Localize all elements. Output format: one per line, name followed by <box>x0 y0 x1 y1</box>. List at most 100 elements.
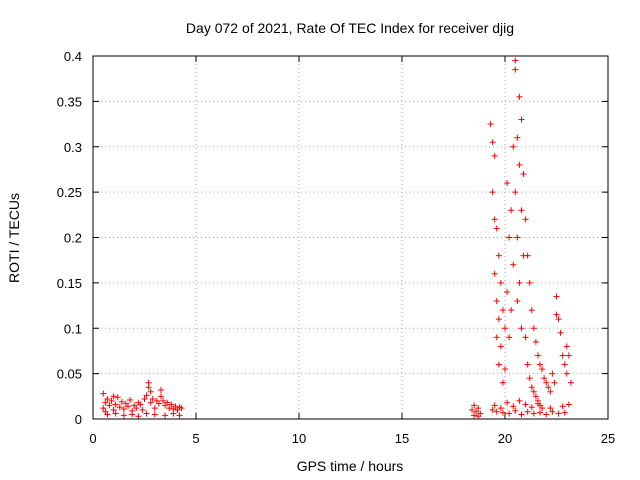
data-point <box>502 325 508 332</box>
data-point <box>149 396 156 403</box>
data-point <box>518 116 525 123</box>
data-point <box>151 405 158 412</box>
data-point <box>530 325 537 332</box>
data-point <box>518 325 525 332</box>
data-point <box>543 411 550 418</box>
data-point <box>178 405 185 412</box>
data-point <box>508 307 515 314</box>
data-point <box>110 393 117 400</box>
data-point <box>514 298 521 305</box>
data-point <box>147 388 154 395</box>
x-tick-label: 0 <box>89 431 96 446</box>
data-point <box>524 361 531 368</box>
data-point <box>471 402 478 409</box>
data-point <box>526 279 533 286</box>
data-point <box>559 403 566 410</box>
data-point <box>491 152 498 159</box>
data-point <box>539 366 546 373</box>
y-tick-label: 0.05 <box>57 367 82 382</box>
y-axis-label: ROTI / TECUs <box>6 193 22 283</box>
data-point <box>563 343 570 350</box>
data-point <box>133 405 140 412</box>
data-point <box>143 392 150 399</box>
data-point <box>118 398 125 405</box>
plot-frame <box>92 55 609 420</box>
data-point <box>475 405 482 412</box>
y-axis: 0 0.05 0.1 0.15 0.2 0.25 0.3 0.35 0.4 <box>57 49 608 427</box>
data-point <box>537 409 544 416</box>
x-axis-label: GPS time / hours <box>297 458 404 474</box>
x-tick-label: 25 <box>601 431 615 446</box>
chart-title: Day 072 of 2021, Rate Of TEC Index for r… <box>186 20 514 36</box>
data-point <box>137 401 144 408</box>
data-points <box>100 57 574 420</box>
data-point <box>561 409 568 416</box>
data-point <box>528 404 535 411</box>
data-point <box>561 361 568 368</box>
data-point <box>553 293 560 300</box>
data-point <box>510 143 517 150</box>
data-point <box>114 394 121 401</box>
data-point <box>120 412 127 419</box>
data-point <box>539 405 546 412</box>
data-point <box>141 396 148 403</box>
data-point <box>120 406 127 413</box>
y-tick-label: 0.35 <box>57 94 82 109</box>
data-point <box>106 402 113 409</box>
data-point <box>469 406 476 413</box>
data-point <box>543 379 550 386</box>
data-point <box>112 410 119 417</box>
data-point <box>495 252 502 259</box>
y-tick-label: 0.2 <box>64 231 82 246</box>
data-point <box>493 334 500 341</box>
data-point <box>112 401 119 408</box>
data-point <box>512 407 519 414</box>
data-point <box>108 397 115 404</box>
y-tick-label: 0 <box>75 412 82 427</box>
data-point <box>522 216 529 223</box>
data-point <box>532 338 539 345</box>
data-point <box>475 413 482 420</box>
data-point <box>102 399 109 406</box>
data-point <box>516 397 523 404</box>
data-point <box>129 411 136 418</box>
data-point <box>549 370 556 377</box>
data-point <box>506 234 513 241</box>
data-point <box>493 408 500 415</box>
data-point <box>504 288 511 295</box>
data-point <box>541 375 548 382</box>
data-point <box>530 388 537 395</box>
data-point <box>514 134 521 141</box>
x-tick-label: 5 <box>192 431 199 446</box>
data-point <box>553 311 560 318</box>
y-tick-label: 0.15 <box>57 276 82 291</box>
data-point <box>530 410 537 417</box>
data-point <box>100 390 107 397</box>
data-point <box>125 403 132 410</box>
y-tick-label: 0.25 <box>57 185 82 200</box>
data-point <box>491 270 498 277</box>
data-point <box>528 384 535 391</box>
data-point <box>135 413 142 420</box>
data-point <box>508 207 515 214</box>
data-point <box>557 329 564 336</box>
data-point <box>555 410 562 417</box>
data-point <box>559 352 566 359</box>
data-point <box>155 400 162 407</box>
data-point <box>100 405 107 412</box>
data-point <box>537 361 544 368</box>
data-point <box>489 189 496 196</box>
data-point <box>166 405 173 412</box>
data-point <box>487 121 494 128</box>
data-point <box>145 379 152 386</box>
data-point <box>516 279 523 286</box>
data-point <box>567 379 574 386</box>
data-point <box>510 403 517 410</box>
data-point <box>489 406 496 413</box>
data-point <box>493 298 500 305</box>
data-point <box>116 404 123 411</box>
data-point <box>516 161 523 168</box>
data-point <box>524 252 531 259</box>
data-point <box>504 180 511 187</box>
data-point <box>518 207 525 214</box>
